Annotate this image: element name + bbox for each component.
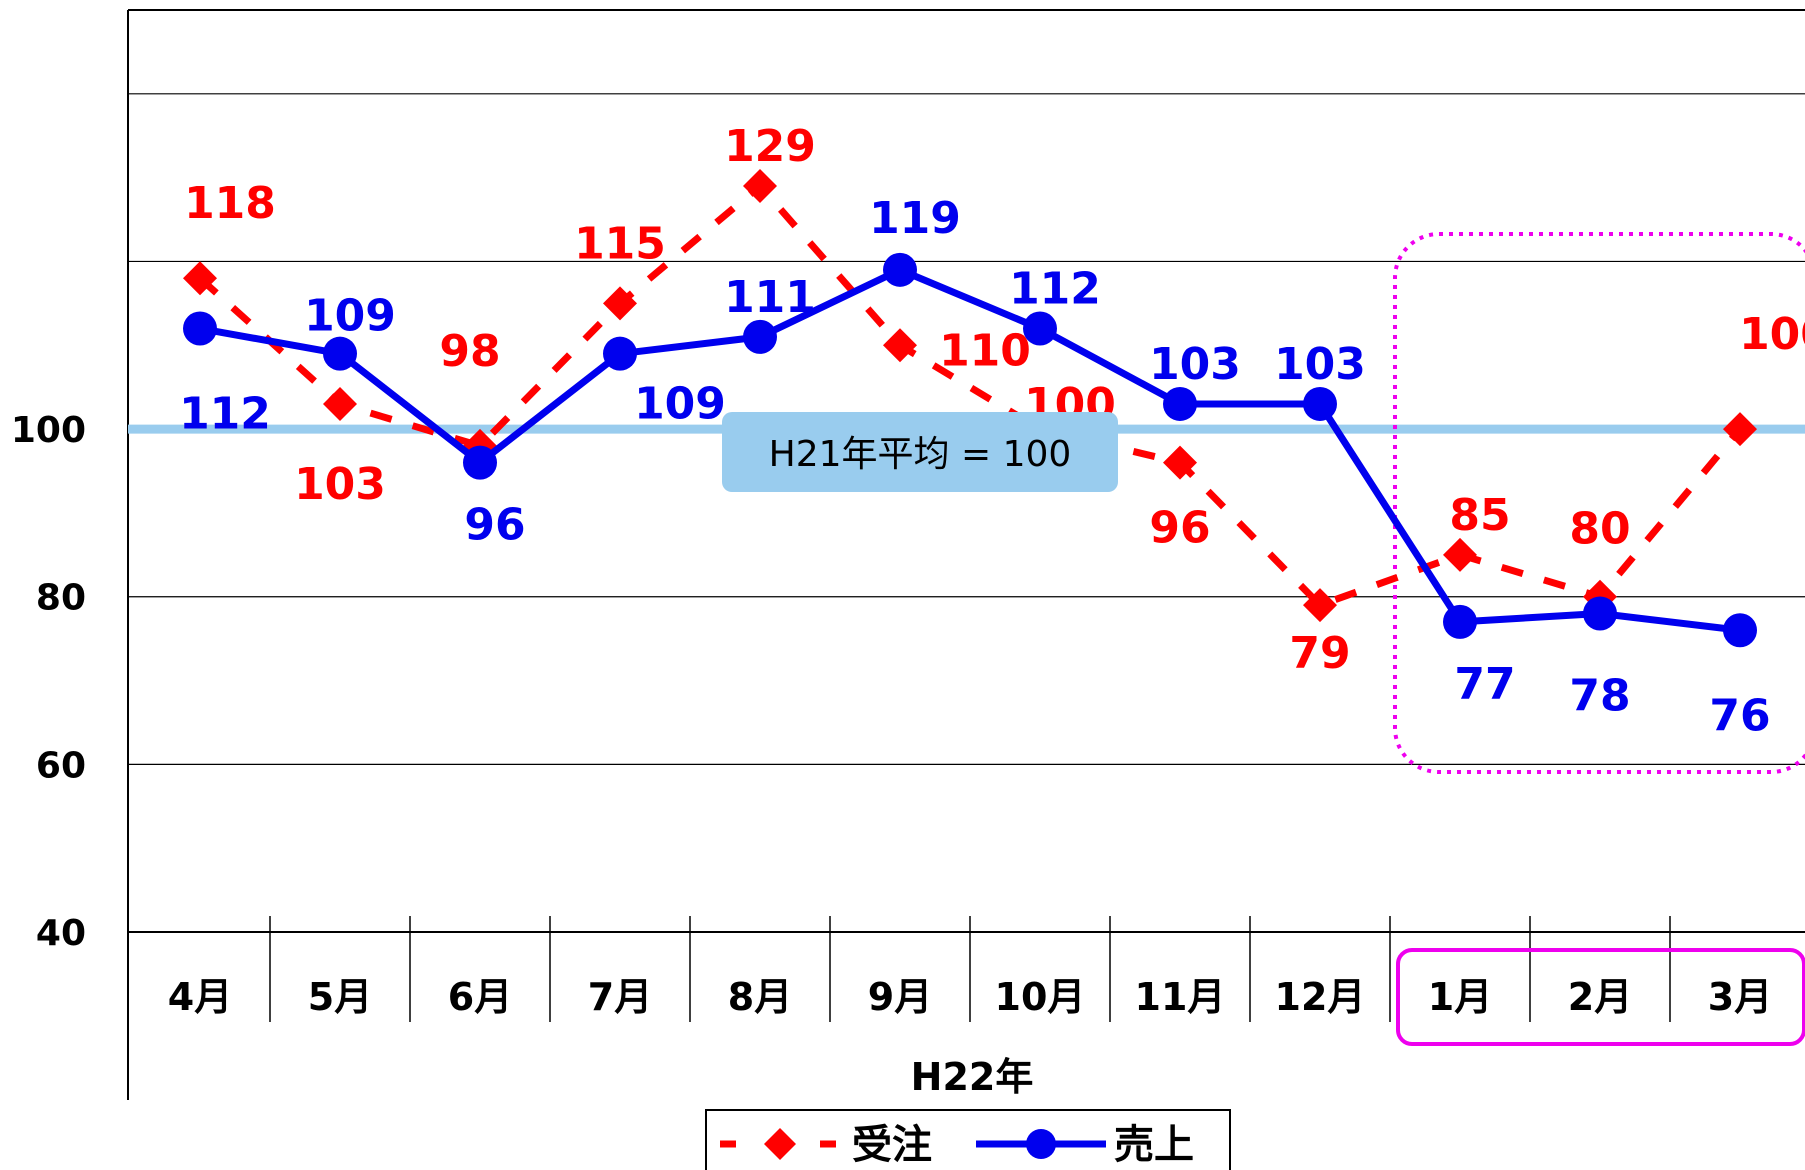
data-point-marker (743, 169, 777, 204)
x-tick-label: 6月 (448, 975, 512, 1019)
x-tick-label: 10月 (995, 975, 1086, 1019)
series-line-受注 (197, 182, 1743, 609)
data-label: 112 (179, 389, 271, 440)
data-point-marker (463, 445, 497, 480)
data-point-marker (1303, 588, 1337, 623)
data-label: 119 (869, 193, 961, 244)
data-label: 103 (294, 459, 386, 510)
legend-label-売上: 売上 (1114, 1122, 1194, 1168)
data-label: 110 (939, 325, 1031, 376)
data-label: 103 (1274, 339, 1366, 390)
reference-label: H21年平均 = 100 (769, 434, 1072, 475)
data-label: 85 (1449, 490, 1510, 541)
x-tick-label: 3月 (1708, 975, 1772, 1019)
data-point-marker (883, 252, 917, 287)
y-tick-label: 100 (11, 410, 86, 451)
data-label: 80 (1569, 504, 1630, 555)
legend: 受注 売上 (705, 1109, 1231, 1170)
data-point-marker (1303, 386, 1337, 421)
data-label: 109 (304, 291, 396, 342)
data-point-marker (183, 261, 217, 296)
series-line-売上 (199, 266, 1741, 634)
x-tick-label: 12月 (1275, 975, 1366, 1019)
data-point-marker (1023, 311, 1057, 346)
y-tick-label: 60 (36, 745, 86, 786)
data-label: 96 (464, 500, 525, 551)
data-point-marker (1723, 613, 1757, 648)
data-label-layer: 1181039811512911010096798580100112109961… (179, 121, 1805, 741)
data-label: 115 (574, 218, 666, 269)
x-tick-label: 9月 (868, 975, 932, 1019)
series-layer (183, 169, 1757, 648)
data-label: 100 (1739, 309, 1805, 360)
x-axis: 4月 5月 6月 7月 8月 9月 10月 11月 12月 1月 2月 3月 H22年 (168, 916, 1772, 1099)
highlight-category-box (1396, 948, 1805, 1046)
data-label: 129 (724, 121, 816, 172)
reference-label-group: H21年平均 = 100 (722, 412, 1118, 492)
data-label: 112 (1009, 264, 1101, 315)
data-point-marker (1163, 386, 1197, 421)
data-point-marker (1443, 537, 1477, 572)
y-tick-label: 40 (36, 913, 86, 954)
data-label: 109 (634, 379, 726, 430)
data-label: 96 (1149, 503, 1210, 554)
data-point-marker (883, 328, 917, 363)
y-tick-label: 80 (36, 578, 86, 619)
data-label: 76 (1709, 690, 1770, 741)
data-label: 103 (1149, 339, 1241, 390)
data-label: 111 (724, 272, 816, 323)
x-tick-label: 7月 (588, 975, 652, 1019)
y-axis: 40 60 80 100 (11, 10, 129, 1100)
reference-label-box (722, 412, 1118, 492)
x-tick-label: 1月 (1428, 975, 1492, 1019)
data-point-marker (743, 319, 777, 354)
x-tick-label: 8月 (728, 975, 792, 1019)
data-point-marker (1723, 412, 1757, 447)
legend-swatch-marker-売上 (1026, 1129, 1056, 1159)
data-label: 118 (184, 178, 276, 229)
data-label: 78 (1569, 670, 1630, 721)
x-tick-label: 2月 (1568, 975, 1632, 1019)
highlight-group (1393, 232, 1805, 1046)
data-point-marker (603, 336, 637, 371)
legend-box (705, 1109, 1231, 1170)
data-label: 79 (1289, 628, 1350, 679)
data-label: 98 (439, 326, 500, 377)
legend-swatch-marker-受注 (764, 1128, 796, 1160)
legend-label-受注: 受注 (852, 1122, 932, 1168)
data-point-marker (1443, 604, 1477, 639)
x-tick-label: 4月 (168, 975, 232, 1019)
data-point-marker (323, 386, 357, 421)
x-tick-label: 11月 (1135, 975, 1226, 1019)
data-point-marker (603, 286, 637, 321)
data-point-marker (323, 336, 357, 371)
data-point-marker (1583, 596, 1617, 631)
data-point-marker (1163, 445, 1197, 480)
data-point-marker (183, 311, 217, 346)
x-tick-label: 5月 (308, 975, 372, 1019)
x-group-label: H22年 (911, 1055, 1034, 1099)
data-label: 77 (1454, 659, 1515, 710)
